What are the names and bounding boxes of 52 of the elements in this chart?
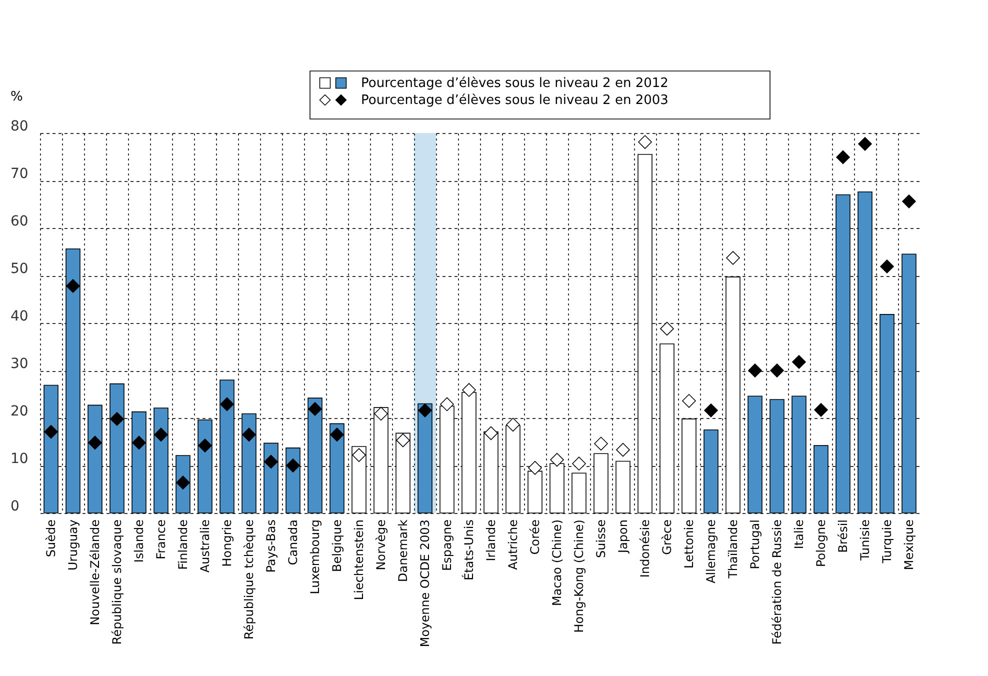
- x-tick-label: Finlande: [176, 520, 190, 570]
- x-tick-label: États-Unis: [461, 520, 476, 580]
- x-tick-label: Japon: [616, 520, 630, 554]
- x-tick-label: Tunisie: [858, 520, 872, 562]
- x-tick-label: Danemark: [396, 519, 410, 582]
- y-tick-label: 70: [10, 166, 28, 182]
- x-tick-label: Thaïlande: [726, 520, 740, 580]
- x-tick-label: Luxembourg: [308, 520, 322, 594]
- x-tick-label: Espagne: [440, 520, 454, 571]
- x-tick-label: Fédération de Russie: [770, 520, 784, 645]
- x-tick-label: Belgique: [330, 520, 344, 572]
- x-tick-label: Pays-Bas: [264, 520, 278, 573]
- x-tick-label: Indonésie: [638, 520, 652, 578]
- x-tick-label: République slovaque: [110, 520, 124, 645]
- legend-label: Pourcentage d’élèves sous le niveau 2 en 2012: [361, 76, 668, 91]
- x-tick-label: Italie: [792, 520, 806, 550]
- legend-label: Pourcentage d’élèves sous le niveau 2 en 2003: [361, 93, 668, 108]
- x-tick-label: Grèce: [660, 520, 674, 555]
- x-tick-label: Australie: [198, 520, 212, 573]
- y-tick-label: 50: [10, 261, 28, 277]
- x-tick-label: Irlande: [484, 520, 498, 562]
- y-tick-label: 60: [10, 214, 28, 230]
- x-tick-label: France: [154, 520, 168, 560]
- x-tick-label: Autriche: [506, 520, 520, 570]
- x-tick-label: Liechtenstein: [352, 520, 366, 600]
- x-tick-label: Uruguay: [66, 520, 80, 570]
- y-tick-label: 80: [10, 118, 28, 134]
- y-tick-label: 40: [10, 308, 28, 324]
- y-axis-title: %: [10, 90, 23, 104]
- x-tick-label: Macao (Chine): [550, 520, 564, 606]
- x-tick-label: Suisse: [594, 520, 608, 558]
- y-tick-label: 20: [10, 404, 28, 420]
- y-tick-label: 0: [10, 498, 20, 514]
- x-tick-label: Brésil: [836, 520, 850, 553]
- x-tick-label: Moyenne OCDE 2003: [418, 520, 432, 648]
- x-tick-label: Corée: [528, 520, 542, 555]
- x-tick-label: République tchèque: [242, 520, 256, 640]
- x-tick-label: Hongrie: [220, 520, 234, 567]
- x-tick-label: Islande: [132, 520, 146, 563]
- y-tick-label: 30: [10, 356, 28, 372]
- x-tick-label: Canada: [286, 520, 300, 566]
- x-tick-label: Hong-Kong (Chine): [572, 520, 586, 633]
- x-tick-label: Pologne: [814, 520, 828, 567]
- y-tick-label: 10: [10, 451, 28, 467]
- x-tick-label: Lettonie: [682, 520, 696, 568]
- x-tick-label: Suède: [44, 520, 58, 558]
- x-tick-label: Portugal: [748, 520, 762, 570]
- x-tick-label: Turquie: [880, 520, 894, 564]
- x-tick-label: Nouvelle-Zélande: [88, 520, 102, 626]
- x-tick-label: Mexique: [902, 520, 916, 570]
- x-tick-label: Norvège: [374, 520, 388, 570]
- x-tick-label: Allemagne: [704, 520, 718, 584]
